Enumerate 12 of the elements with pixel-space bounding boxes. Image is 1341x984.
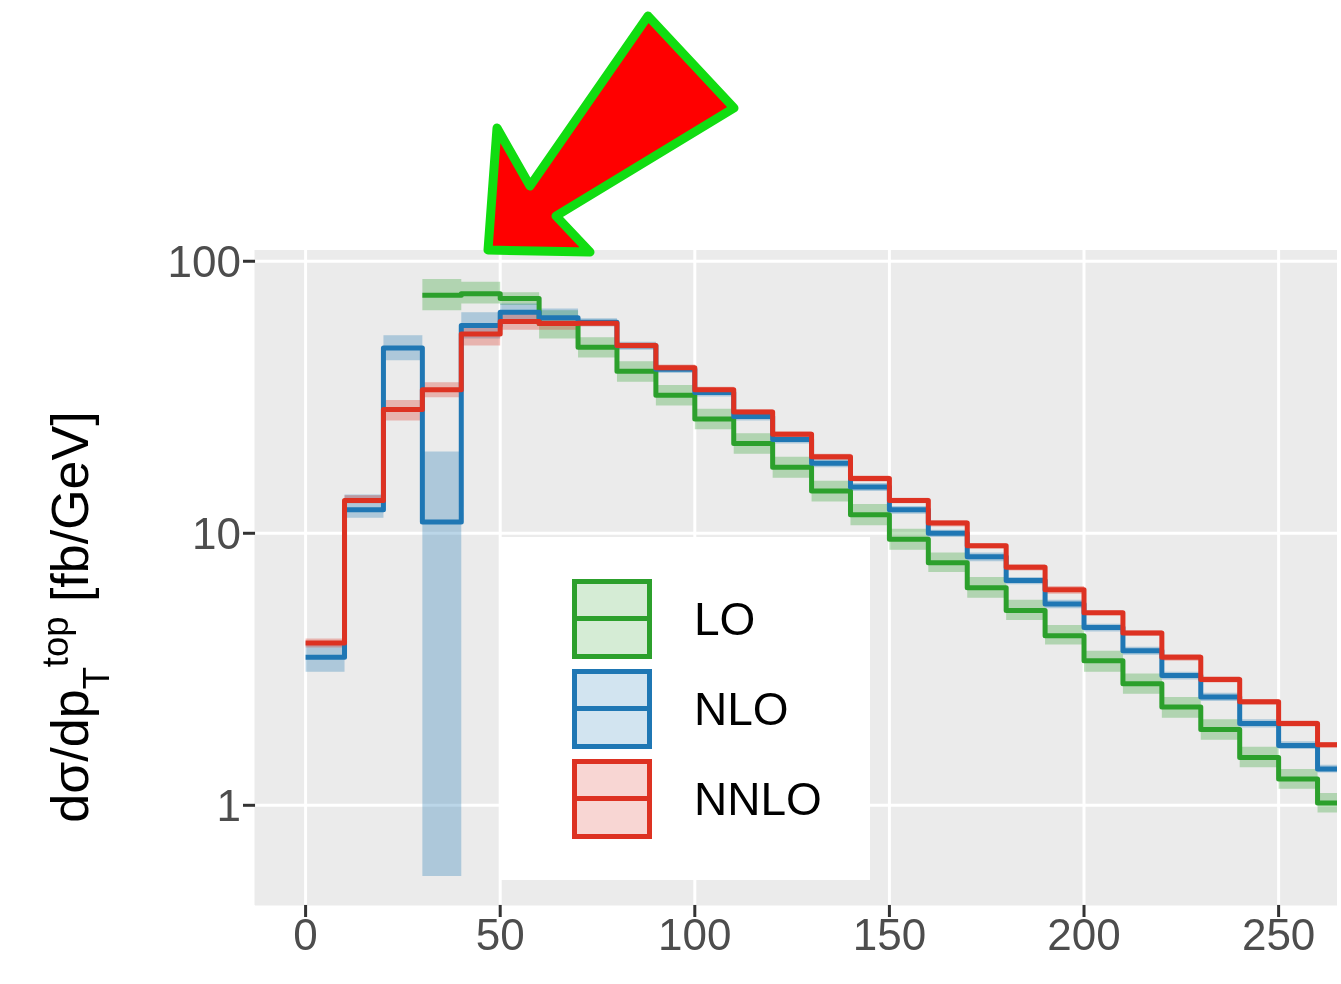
- x-tick-label: 150: [852, 910, 927, 960]
- x-tick-label: 200: [1047, 910, 1121, 960]
- legend-label: NNLO: [694, 771, 822, 826]
- x-tick-label: 0: [293, 910, 318, 960]
- y-tick-label: 10: [192, 508, 241, 558]
- x-tick-label: 50: [475, 910, 525, 960]
- y-tick-label: 100: [167, 236, 241, 286]
- legend-label: NLO: [694, 681, 789, 736]
- legend-label: LO: [694, 591, 756, 646]
- x-tick-label: 250: [1241, 910, 1316, 960]
- x-tick-label: 100: [658, 910, 732, 960]
- y-tick-label: 1: [216, 780, 241, 830]
